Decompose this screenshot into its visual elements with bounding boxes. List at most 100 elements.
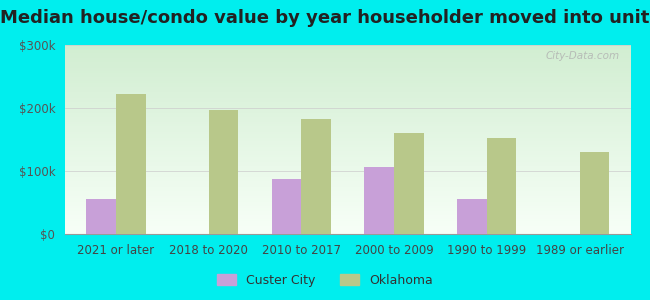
Bar: [65, 185, 630, 187]
Bar: [65, 68, 630, 70]
Bar: [65, 145, 630, 147]
Bar: [65, 158, 630, 160]
Bar: [65, 172, 630, 173]
Bar: [65, 143, 630, 145]
Bar: [65, 117, 630, 119]
Bar: [65, 106, 630, 107]
Bar: [65, 196, 630, 198]
Bar: [65, 107, 630, 109]
Bar: [65, 192, 630, 194]
Bar: [65, 140, 630, 141]
Bar: [65, 217, 630, 219]
Bar: [65, 208, 630, 209]
Legend: Custer City, Oklahoma: Custer City, Oklahoma: [213, 270, 437, 291]
Bar: [65, 149, 630, 151]
Bar: [65, 111, 630, 113]
Bar: [65, 204, 630, 206]
Bar: [65, 77, 630, 79]
Bar: [365, 167, 394, 234]
Bar: [65, 213, 630, 215]
Bar: [65, 154, 630, 157]
Bar: [65, 200, 630, 202]
Bar: [65, 224, 630, 226]
Bar: [65, 64, 630, 66]
Bar: [65, 100, 630, 102]
Bar: [65, 189, 630, 190]
Bar: [65, 109, 630, 111]
Bar: [65, 153, 630, 154]
Bar: [65, 96, 630, 98]
Bar: [65, 122, 630, 124]
Text: Median house/condo value by year householder moved into unit: Median house/condo value by year househo…: [0, 9, 650, 27]
Bar: [65, 75, 630, 77]
Bar: [65, 187, 630, 189]
Bar: [65, 124, 630, 126]
Bar: [65, 49, 630, 51]
Bar: [65, 179, 630, 181]
Text: City-Data.com: City-Data.com: [545, 51, 619, 61]
Bar: [65, 198, 630, 200]
Bar: [65, 168, 630, 170]
Bar: [65, 113, 630, 115]
Bar: [65, 173, 630, 175]
Bar: [65, 115, 630, 117]
Bar: [65, 52, 630, 54]
Bar: [65, 60, 630, 62]
Bar: [65, 162, 630, 164]
Bar: [65, 98, 630, 100]
Bar: [65, 45, 630, 47]
Bar: [65, 134, 630, 136]
Bar: [65, 219, 630, 221]
Bar: [65, 166, 630, 168]
Bar: [65, 151, 630, 153]
Bar: [302, 119, 331, 234]
Bar: [65, 87, 630, 88]
Bar: [580, 152, 609, 234]
Bar: [209, 110, 239, 234]
Bar: [65, 160, 630, 162]
Bar: [65, 70, 630, 71]
Bar: [65, 190, 630, 192]
Bar: [65, 56, 630, 58]
Bar: [65, 58, 630, 60]
Bar: [86, 200, 116, 234]
Bar: [457, 200, 487, 234]
Bar: [65, 83, 630, 85]
Bar: [116, 94, 146, 234]
Bar: [65, 51, 630, 52]
Bar: [65, 85, 630, 87]
Bar: [65, 230, 630, 232]
Bar: [65, 232, 630, 234]
Bar: [65, 177, 630, 179]
Bar: [65, 147, 630, 149]
Bar: [65, 138, 630, 140]
Bar: [65, 215, 630, 217]
Bar: [65, 128, 630, 130]
Bar: [65, 71, 630, 74]
Bar: [65, 92, 630, 94]
Bar: [65, 194, 630, 196]
Bar: [65, 66, 630, 68]
Bar: [65, 181, 630, 183]
Bar: [65, 74, 630, 75]
Bar: [65, 209, 630, 211]
Bar: [65, 121, 630, 122]
Bar: [65, 206, 630, 208]
Bar: [65, 88, 630, 90]
Bar: [65, 183, 630, 185]
Bar: [65, 55, 630, 56]
Bar: [65, 211, 630, 213]
Bar: [65, 94, 630, 96]
Bar: [65, 132, 630, 134]
Bar: [394, 133, 424, 234]
Bar: [65, 141, 630, 143]
Bar: [65, 202, 630, 204]
Bar: [65, 221, 630, 223]
Bar: [487, 138, 517, 234]
Bar: [65, 130, 630, 132]
Bar: [65, 47, 630, 49]
Bar: [65, 102, 630, 103]
Bar: [65, 226, 630, 228]
Bar: [65, 126, 630, 128]
Bar: [65, 228, 630, 230]
